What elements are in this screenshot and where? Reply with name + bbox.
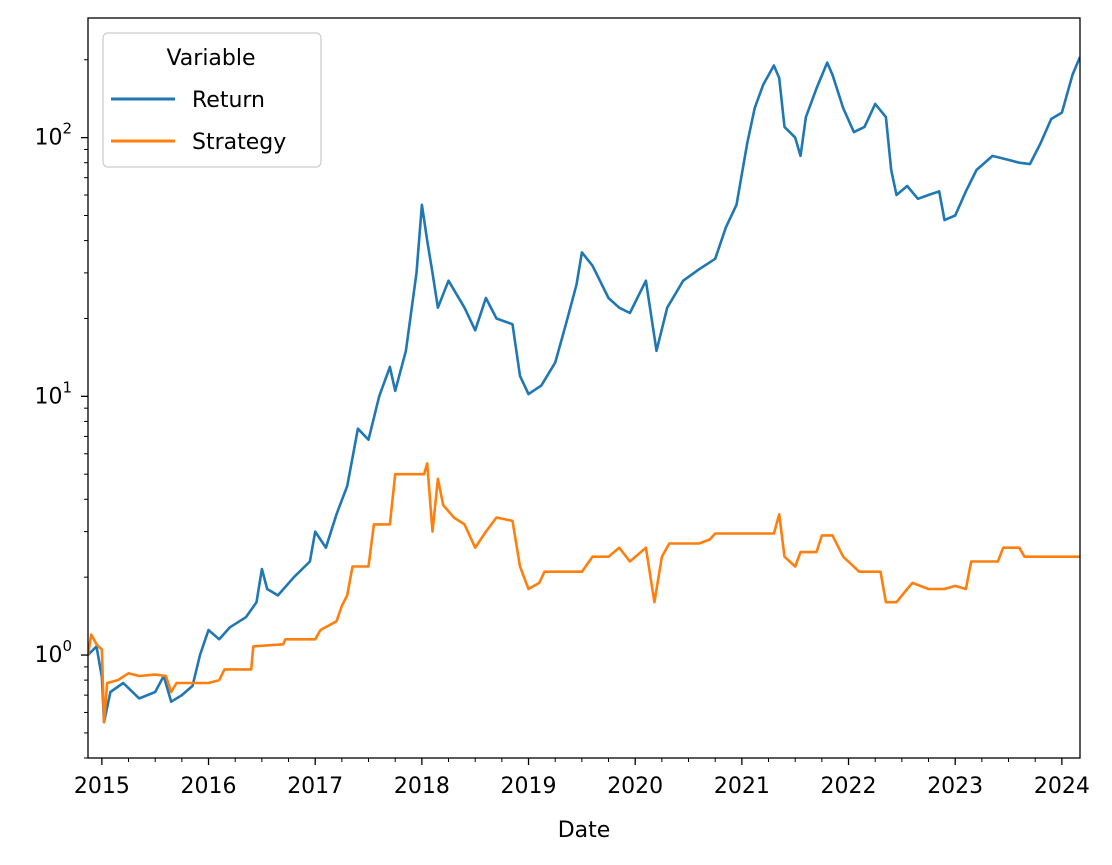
legend: Variable Return Strategy: [102, 32, 322, 168]
x-tick-label: 2022: [821, 774, 877, 799]
y-tick-label: 102: [34, 120, 72, 151]
x-tick-label: 2015: [74, 774, 130, 799]
x-axis-label: Date: [558, 818, 611, 843]
x-tick-label: 2018: [394, 774, 450, 799]
y-tick-label: 101: [34, 378, 72, 409]
x-tick-labels: 2015 2016 2017 2018 2019 2020 2021 2022 …: [74, 774, 1090, 799]
x-tick-label: 2016: [181, 774, 237, 799]
x-tick-label: 2019: [501, 774, 557, 799]
x-tick-label: 2020: [607, 774, 663, 799]
x-tick-label: 2017: [287, 774, 343, 799]
x-tick-label: 2023: [927, 774, 983, 799]
legend-box: [102, 32, 322, 168]
legend-label-return: Return: [192, 88, 265, 113]
y-tick-label: 100: [34, 637, 72, 668]
x-tick-label: 2021: [714, 774, 770, 799]
plot-area: [88, 56, 1080, 724]
major-ticks: [81, 136, 1063, 765]
legend-title: Variable: [166, 46, 255, 71]
legend-label-strategy: Strategy: [192, 130, 286, 155]
x-tick-label: 2024: [1034, 774, 1090, 799]
series-line-strategy: [88, 462, 1080, 724]
series-line-return: [88, 56, 1080, 724]
plot-frame: [87, 17, 1081, 759]
minor-ticks: [84, 59, 1036, 762]
